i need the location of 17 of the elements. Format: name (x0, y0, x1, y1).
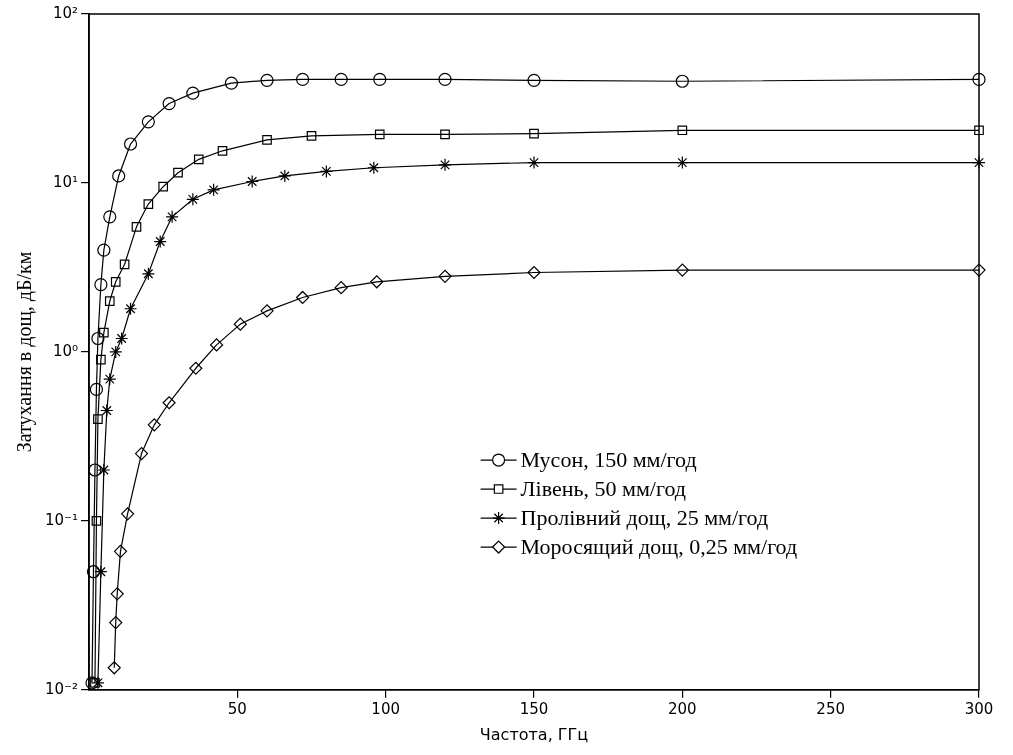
legend-label: Моросящий дощ, 0,25 мм/год (520, 533, 798, 559)
y-tick-label: 10⁻¹ (44, 510, 79, 529)
x-tick-label: 50 (227, 699, 247, 718)
y-tick-label: 10⁰ (52, 341, 79, 360)
x-tick-label: 150 (519, 699, 549, 718)
x-tick-label: 200 (668, 699, 697, 718)
legend-label: Пролівний дощ, 25 мм/год (520, 504, 769, 530)
y-tick-label: 10⁻² (44, 679, 79, 698)
legend-label: Мусон, 150 мм/год (520, 446, 697, 472)
x-tick-label: 300 (964, 699, 994, 718)
y-tick-label: 10¹ (52, 172, 79, 191)
legend-label: Лівень, 50 мм/год (520, 475, 686, 501)
y-axis-title: Затухання в дощ, дБ/км (13, 251, 37, 453)
x-tick-label: 100 (371, 699, 400, 718)
x-axis-title: Частота, ГГц (479, 724, 589, 744)
x-tick-label: 250 (816, 699, 845, 718)
y-tick-label: 10² (52, 3, 79, 22)
